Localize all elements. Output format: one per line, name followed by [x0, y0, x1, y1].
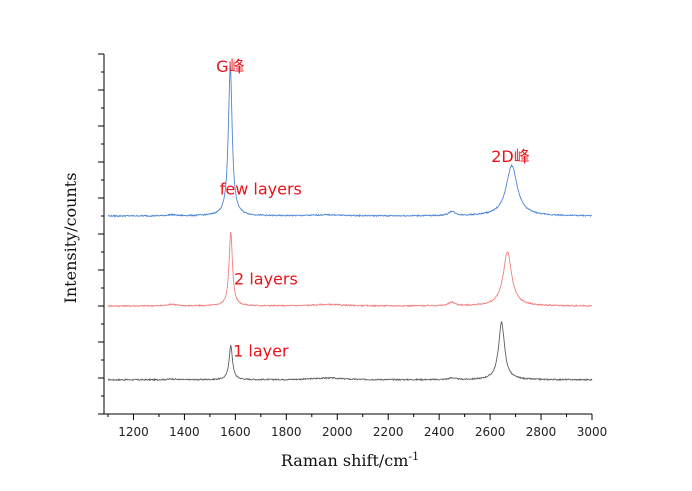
x-tick-label: 1200: [118, 425, 149, 439]
x-tick-label: 2200: [373, 425, 404, 439]
series-line-few-layers: [107, 65, 593, 218]
annotation-label: 1 layer: [233, 341, 289, 360]
x-tick-label: 2600: [475, 425, 506, 439]
y-ticks: [98, 53, 104, 415]
axes: 1200 1400 1600 1800 2000 2200 2400 2600 2800 3000: [98, 53, 608, 439]
series-layer: [107, 65, 593, 382]
x-tick-label: 3000: [577, 425, 608, 439]
x-tick-label: 1800: [271, 425, 302, 439]
series-line-1-layer: [107, 321, 593, 382]
x-tick-label: 2800: [526, 425, 557, 439]
annotation-label: 2 layers: [234, 269, 298, 288]
x-tick-label: 1400: [169, 425, 200, 439]
x-tick-label: 2000: [322, 425, 353, 439]
x-axis-title-superscript: -1: [408, 450, 419, 463]
x-tick-label: 2400: [424, 425, 455, 439]
x-axis-title-text: Raman shift/cm: [281, 451, 409, 470]
annotation-label: few layers: [220, 179, 302, 198]
x-ticks: 1200 1400 1600 1800 2000 2200 2400 2600 2800 3000: [107, 414, 608, 439]
annotation-label: G峰: [216, 57, 244, 76]
x-axis-title: Raman shift/cm-1: [281, 450, 419, 470]
x-tick-label: 1600: [220, 425, 251, 439]
y-axis-title: Intensity/counts: [61, 173, 80, 304]
annotation-label: 2D峰: [491, 147, 530, 166]
series-line-2-layers: [107, 231, 593, 308]
annotation-layer: G峰 2D峰 few layers 2 layers 1 layer: [216, 57, 530, 360]
